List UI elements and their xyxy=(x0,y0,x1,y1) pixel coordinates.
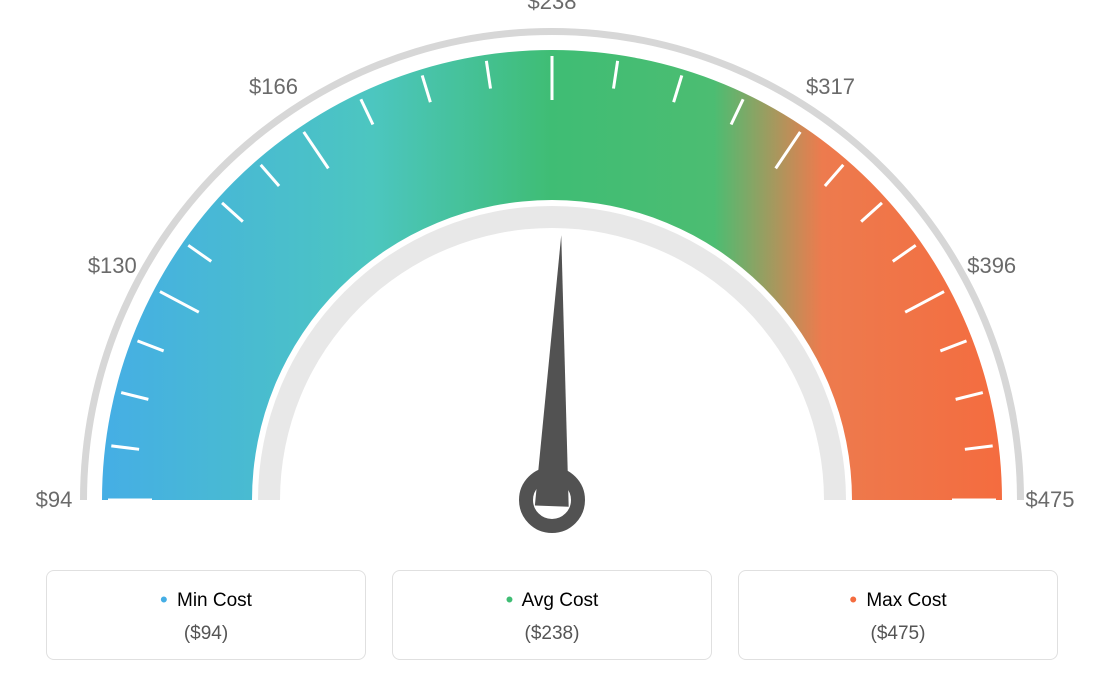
dot-icon: • xyxy=(849,587,857,612)
chart-container: $94 $130 $166 $238 $317 $396 $475 • Min Cost (… xyxy=(0,0,1104,690)
dot-icon: • xyxy=(506,587,514,612)
tick-label: $396 xyxy=(967,253,1016,278)
legend-avg-value: ($238) xyxy=(393,623,711,645)
legend-max-label: Max Cost xyxy=(866,590,946,611)
tick-label: $130 xyxy=(88,253,137,278)
tick-label: $94 xyxy=(36,487,73,512)
legend-min-label: Min Cost xyxy=(177,590,252,611)
dot-icon: • xyxy=(160,587,168,612)
legend-avg-label: Avg Cost xyxy=(522,590,599,611)
tick-label: $475 xyxy=(1026,487,1075,512)
legend-avg-title: • Avg Cost xyxy=(393,587,711,613)
legend-max-title: • Max Cost xyxy=(739,587,1057,613)
needle xyxy=(535,235,569,507)
legend-card-avg: • Avg Cost ($238) xyxy=(392,570,712,660)
legend-max-value: ($475) xyxy=(739,623,1057,645)
legend-card-max: • Max Cost ($475) xyxy=(738,570,1058,660)
gauge-chart: $94 $130 $166 $238 $317 $396 $475 xyxy=(0,0,1104,560)
tick-label: $166 xyxy=(249,74,298,99)
legend-min-title: • Min Cost xyxy=(47,587,365,613)
legend-card-min: • Min Cost ($94) xyxy=(46,570,366,660)
legend-row: • Min Cost ($94) • Avg Cost ($238) • Max… xyxy=(0,570,1104,660)
legend-min-value: ($94) xyxy=(47,623,365,645)
tick-label: $317 xyxy=(806,74,855,99)
tick-label: $238 xyxy=(528,0,577,14)
